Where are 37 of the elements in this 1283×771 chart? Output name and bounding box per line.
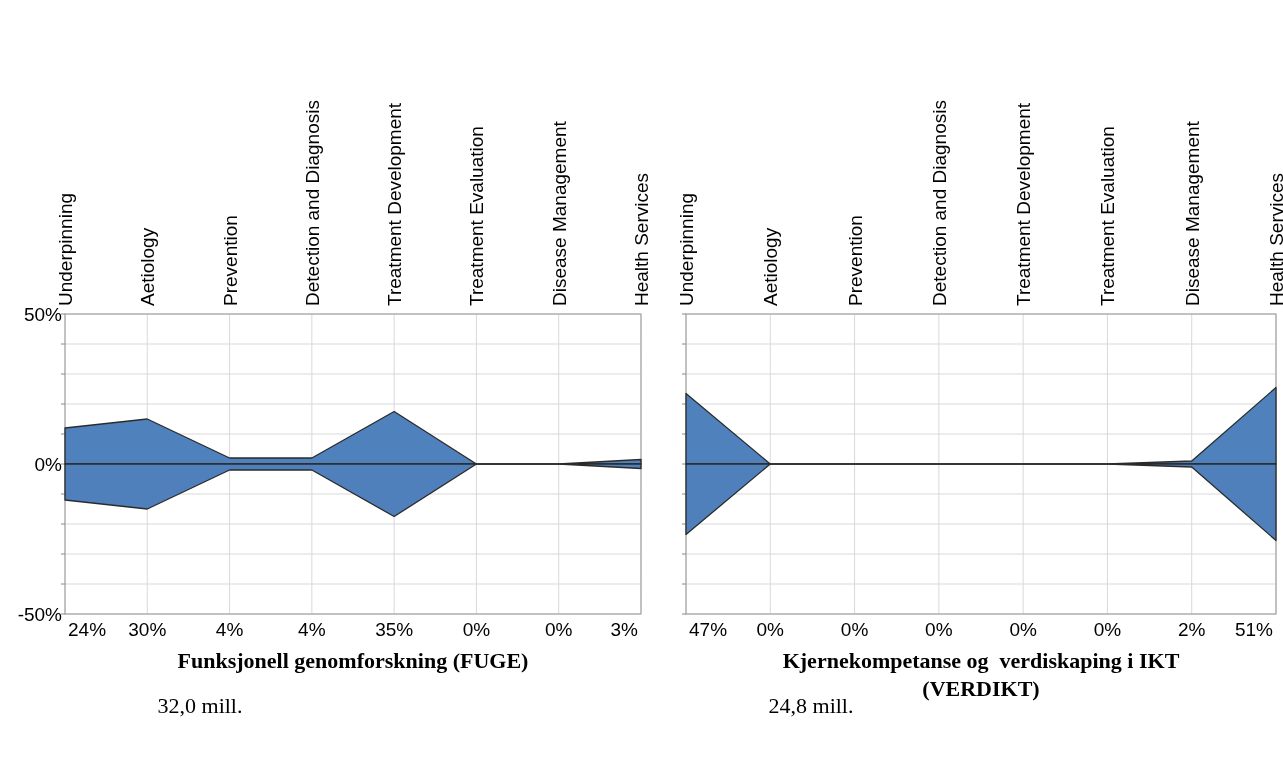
- x-tick-label: Treatment Development: [1013, 102, 1035, 306]
- x-tick-label: Disease Management: [548, 120, 570, 306]
- x-tick-label: Prevention: [844, 215, 866, 306]
- x-tick-label: Disease Management: [1181, 120, 1203, 306]
- text: 0%: [756, 619, 785, 640]
- text: 0%: [1093, 619, 1122, 640]
- text: 0%: [544, 619, 573, 640]
- x-tick-label: Aetiology: [137, 227, 159, 306]
- text: 0%: [1009, 619, 1037, 640]
- x-tick-label: Treatment Evaluation: [466, 126, 488, 306]
- x-tick-label: Underpinning: [676, 192, 697, 306]
- y-tick-label: 0%: [34, 453, 63, 475]
- x-tick-label: Health Services: [631, 172, 652, 306]
- text: 24,8 mill.: [768, 693, 854, 718]
- y-tick-label: -50%: [17, 603, 63, 625]
- text: 4%: [215, 619, 244, 640]
- x-tick-label: Treatment Development: [384, 102, 406, 306]
- text: 24%: [68, 619, 107, 640]
- text: 4%: [298, 619, 326, 640]
- x-tick-label: Detection and Diagnosis: [928, 100, 950, 306]
- text: 30%: [128, 619, 167, 640]
- text: 47%: [689, 619, 728, 640]
- text: 2%: [1177, 619, 1206, 640]
- text: 35%: [375, 619, 414, 640]
- text: 32,0 mill.: [157, 693, 243, 718]
- x-axis-title: Funksjonell genomforskning (FUGE): [177, 648, 529, 673]
- x-tick-label: Underpinning: [55, 192, 76, 306]
- x-tick-label: Treatment Evaluation: [1097, 126, 1119, 306]
- text: 0%: [840, 619, 869, 640]
- text: 0%: [462, 619, 491, 640]
- x-tick-label: Detection and Diagnosis: [301, 100, 323, 306]
- x-tick-label: Aetiology: [760, 227, 782, 306]
- text: 0%: [925, 619, 953, 640]
- x-tick-label: Health Services: [1266, 172, 1283, 306]
- text: 3%: [610, 619, 639, 640]
- x-tick-label: Prevention: [219, 215, 241, 306]
- text: 51%: [1234, 619, 1274, 640]
